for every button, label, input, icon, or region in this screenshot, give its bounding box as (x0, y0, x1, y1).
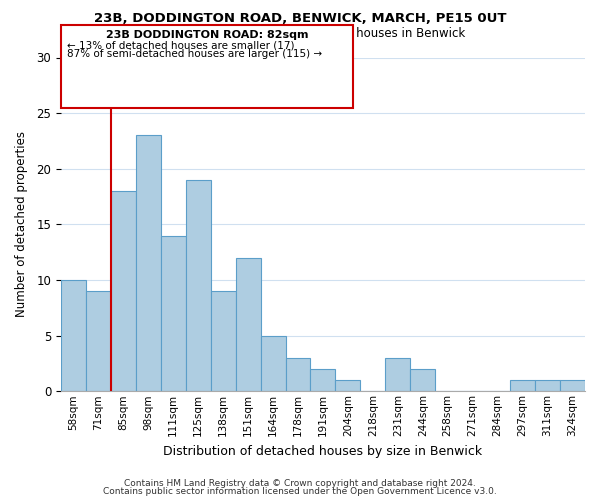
Text: ← 13% of detached houses are smaller (17): ← 13% of detached houses are smaller (17… (67, 40, 295, 50)
Text: Contains public sector information licensed under the Open Government Licence v3: Contains public sector information licen… (103, 487, 497, 496)
Bar (61, 280, 86, 392)
Bar (260, 336, 286, 392)
Text: 23B, DODDINGTON ROAD, BENWICK, MARCH, PE15 0UT: 23B, DODDINGTON ROAD, BENWICK, MARCH, PE… (94, 12, 506, 26)
Text: Size of property relative to detached houses in Benwick: Size of property relative to detached ho… (135, 28, 465, 40)
Text: 87% of semi-detached houses are larger (115) →: 87% of semi-detached houses are larger (… (67, 49, 322, 59)
Text: Contains HM Land Registry data © Crown copyright and database right 2024.: Contains HM Land Registry data © Crown c… (124, 478, 476, 488)
Bar (136, 136, 161, 392)
Bar (310, 369, 335, 392)
Bar (111, 191, 136, 392)
Bar (161, 236, 186, 392)
Bar (286, 358, 310, 392)
Bar (236, 258, 260, 392)
Text: 23B DODDINGTON ROAD: 82sqm: 23B DODDINGTON ROAD: 82sqm (106, 30, 308, 40)
Bar (86, 291, 111, 392)
Bar (211, 291, 236, 392)
Y-axis label: Number of detached properties: Number of detached properties (15, 132, 28, 318)
Bar (560, 380, 585, 392)
Bar (510, 380, 535, 392)
Bar (335, 380, 361, 392)
Bar (410, 369, 435, 392)
Bar (186, 180, 211, 392)
Bar (385, 358, 410, 392)
X-axis label: Distribution of detached houses by size in Benwick: Distribution of detached houses by size … (163, 444, 482, 458)
Bar (535, 380, 560, 392)
